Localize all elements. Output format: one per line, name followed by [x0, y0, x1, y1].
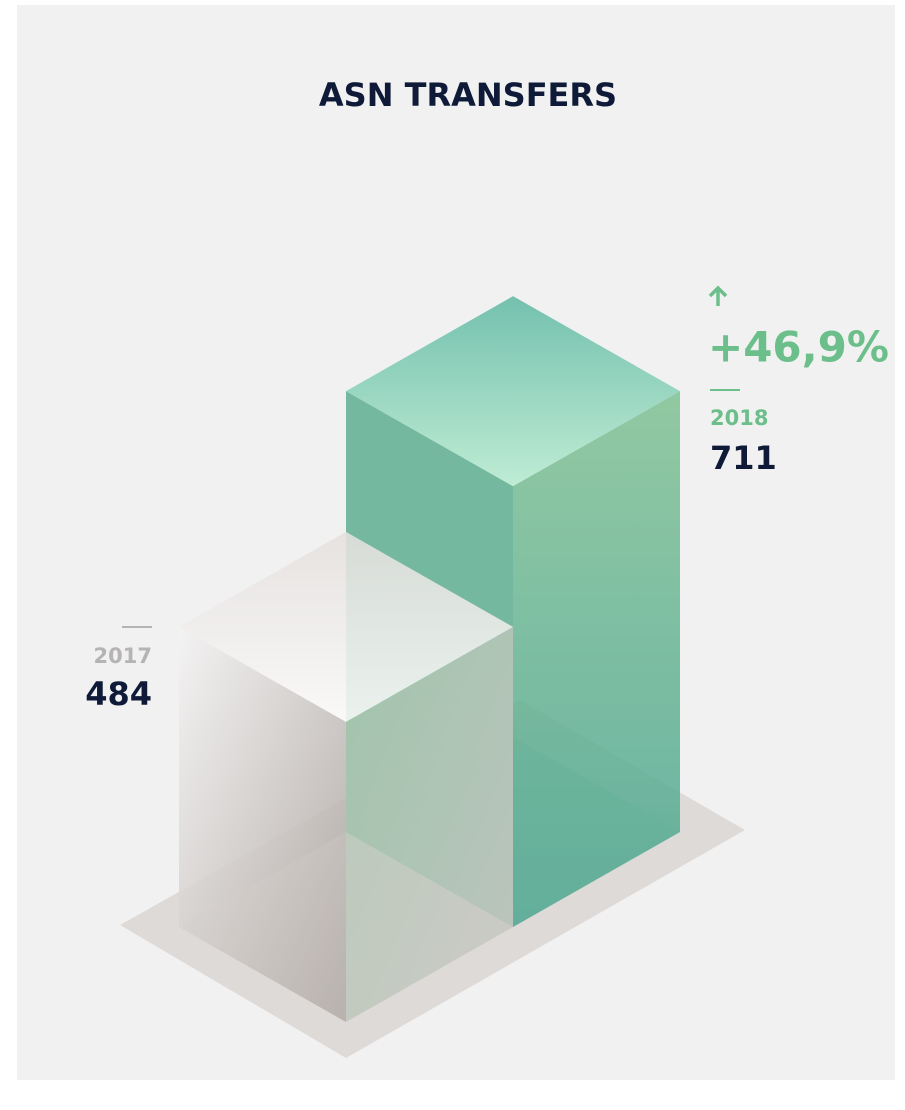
bar-base-tint [179, 832, 513, 1022]
category-label: 2017 [94, 644, 152, 668]
chart-title: ASN TRANSFERS [319, 76, 617, 114]
bar-top-face [346, 296, 680, 487]
up-arrow [708, 285, 728, 306]
value-label: 711 [710, 439, 777, 477]
value-label: 484 [85, 675, 152, 713]
bar-left-face [179, 626, 346, 1022]
bar-top-face [179, 531, 513, 722]
category-label: 2018 [710, 406, 768, 430]
bar-right-face [346, 626, 513, 1022]
annotation: +46,9% [708, 323, 889, 372]
bars [179, 296, 680, 1022]
bar-right-face [513, 391, 680, 927]
